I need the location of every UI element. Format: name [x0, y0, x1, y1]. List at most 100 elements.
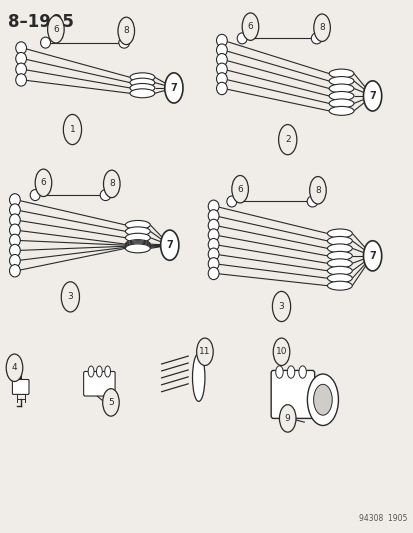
Text: 6: 6: [237, 185, 242, 193]
Ellipse shape: [208, 238, 218, 251]
Ellipse shape: [208, 267, 218, 280]
Text: 1: 1: [69, 125, 75, 134]
Ellipse shape: [9, 193, 20, 206]
Text: 7: 7: [368, 251, 375, 261]
Ellipse shape: [287, 366, 294, 378]
Ellipse shape: [306, 374, 338, 425]
Ellipse shape: [9, 224, 20, 237]
Ellipse shape: [208, 229, 218, 241]
Ellipse shape: [125, 233, 150, 242]
Ellipse shape: [125, 241, 150, 249]
Text: 10: 10: [275, 348, 287, 356]
Ellipse shape: [16, 74, 26, 86]
Ellipse shape: [192, 353, 204, 401]
Ellipse shape: [164, 73, 183, 103]
Text: 4: 4: [12, 364, 17, 372]
Ellipse shape: [96, 366, 102, 377]
Text: 8: 8: [318, 23, 324, 32]
Ellipse shape: [216, 72, 227, 85]
Ellipse shape: [47, 15, 64, 43]
Ellipse shape: [130, 78, 154, 87]
Ellipse shape: [130, 89, 154, 98]
Ellipse shape: [208, 200, 218, 213]
Ellipse shape: [6, 354, 23, 382]
Ellipse shape: [160, 230, 178, 260]
Ellipse shape: [104, 366, 110, 377]
Ellipse shape: [328, 77, 353, 85]
Ellipse shape: [88, 366, 94, 377]
Ellipse shape: [279, 405, 295, 432]
Ellipse shape: [208, 219, 218, 232]
Text: 3: 3: [278, 302, 284, 311]
Text: 7: 7: [166, 240, 173, 250]
Ellipse shape: [208, 209, 218, 222]
Ellipse shape: [30, 190, 40, 200]
Ellipse shape: [306, 196, 317, 207]
Ellipse shape: [125, 244, 150, 253]
Ellipse shape: [216, 63, 227, 76]
Ellipse shape: [216, 34, 227, 47]
Ellipse shape: [102, 389, 119, 416]
Ellipse shape: [125, 243, 150, 252]
Text: 8–1905: 8–1905: [8, 13, 74, 31]
Ellipse shape: [208, 257, 218, 270]
Ellipse shape: [275, 366, 282, 378]
Ellipse shape: [130, 73, 154, 82]
Ellipse shape: [327, 266, 351, 275]
Ellipse shape: [9, 264, 20, 277]
Text: 5: 5: [108, 398, 114, 407]
Ellipse shape: [313, 14, 330, 42]
Ellipse shape: [278, 125, 296, 155]
Text: 6: 6: [247, 22, 253, 31]
Ellipse shape: [216, 82, 227, 95]
Ellipse shape: [327, 252, 351, 260]
Ellipse shape: [216, 53, 227, 66]
Ellipse shape: [328, 107, 353, 115]
Ellipse shape: [273, 338, 289, 366]
FancyBboxPatch shape: [271, 370, 314, 418]
Text: 8: 8: [314, 186, 320, 195]
Text: 6: 6: [40, 179, 46, 187]
Text: 2: 2: [284, 135, 290, 144]
Ellipse shape: [125, 242, 150, 251]
Ellipse shape: [272, 292, 290, 321]
Text: 6: 6: [53, 25, 59, 34]
Ellipse shape: [313, 384, 331, 415]
Ellipse shape: [363, 81, 381, 111]
Ellipse shape: [208, 248, 218, 261]
Ellipse shape: [327, 229, 351, 238]
Text: 7: 7: [368, 91, 375, 101]
Ellipse shape: [16, 52, 26, 65]
Ellipse shape: [118, 17, 134, 45]
Ellipse shape: [125, 240, 150, 248]
Ellipse shape: [16, 63, 26, 76]
Ellipse shape: [16, 42, 26, 54]
Ellipse shape: [9, 254, 20, 267]
Ellipse shape: [327, 259, 351, 268]
Ellipse shape: [231, 175, 248, 203]
Ellipse shape: [9, 204, 20, 216]
Ellipse shape: [328, 99, 353, 108]
Ellipse shape: [196, 338, 213, 366]
Ellipse shape: [9, 214, 20, 227]
Ellipse shape: [103, 170, 120, 198]
Ellipse shape: [125, 221, 150, 229]
Ellipse shape: [9, 234, 20, 247]
Ellipse shape: [216, 44, 227, 56]
Ellipse shape: [327, 281, 351, 290]
Text: 9: 9: [284, 414, 290, 423]
Ellipse shape: [328, 92, 353, 100]
Ellipse shape: [63, 115, 81, 144]
Ellipse shape: [327, 237, 351, 245]
Ellipse shape: [9, 244, 20, 257]
Ellipse shape: [309, 176, 325, 204]
Ellipse shape: [61, 282, 79, 312]
Text: 3: 3: [67, 293, 73, 301]
FancyBboxPatch shape: [83, 372, 115, 396]
Text: 11: 11: [199, 348, 210, 356]
Ellipse shape: [363, 241, 381, 271]
Ellipse shape: [298, 366, 306, 378]
FancyBboxPatch shape: [12, 379, 29, 394]
Ellipse shape: [327, 274, 351, 282]
Ellipse shape: [119, 37, 129, 48]
